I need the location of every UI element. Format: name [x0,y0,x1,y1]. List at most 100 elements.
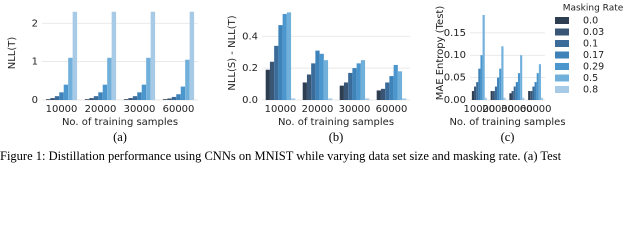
bar [538,64,541,100]
bar [339,85,344,100]
bar [123,99,129,100]
bar [380,88,386,100]
bar [323,60,329,100]
bar [476,82,479,100]
bar [471,91,475,100]
bar [265,69,270,100]
bar [302,82,307,100]
bar [291,98,296,100]
bar [389,76,394,100]
bar [328,98,333,100]
bar [111,11,117,100]
bar [393,64,398,100]
bar [509,93,512,100]
bar [511,91,514,100]
bar [474,86,477,100]
figure-caption: Figure 1: Distillation performance using… [0,149,562,163]
bar [54,96,60,100]
x-tick-label: 30000 [124,104,156,115]
bar [478,68,481,100]
bar [68,57,73,100]
x-tick-label: 60000 [376,104,408,115]
bar [167,98,172,100]
y-axis-label: NLL(S) - NLL(T) [227,15,238,90]
x-tick-label: 10000 [463,104,495,115]
bar [492,91,495,100]
legend-swatch [555,63,569,70]
y-tick-label: 0 [32,95,38,106]
bar [397,71,403,100]
bar [499,68,502,100]
bar [532,86,535,100]
bar [146,57,151,100]
bar [522,97,525,100]
legend-swatch [555,51,569,59]
bar [343,82,349,100]
bar [385,82,390,100]
bar [150,11,156,100]
bar [515,82,518,100]
legend-label: 0.17 [583,50,604,61]
bar [356,63,361,100]
bar [376,90,381,100]
bar [528,91,531,100]
legend-swatch [555,74,569,82]
x-tick-label: 60000 [163,104,195,115]
x-tick-label: 30000 [339,104,371,115]
legend-label: 0.1 [583,39,598,50]
bar [50,98,55,100]
bar [269,61,275,100]
x-axis-label: No. of training samples [62,117,178,128]
bar [536,73,539,100]
y-axis-label: NLL(T) [7,37,18,70]
x-tick-label: 30000 [501,104,533,115]
y-tick-label: 2 [32,18,38,29]
bar [501,46,504,100]
bar [107,57,112,100]
bar [274,45,279,100]
bar [189,11,195,100]
bar [306,74,312,100]
bar [98,92,103,100]
bar [185,59,190,100]
x-tick-label: 10000 [46,104,78,115]
bar [482,14,485,101]
bar [137,92,142,100]
bar [497,77,500,100]
legend-swatch [555,28,569,36]
figure: Figure 1: Distillation performance using… [0,4,624,163]
bar [286,12,292,101]
bar [540,97,544,100]
bar [520,55,523,100]
bar [484,97,487,100]
bar [315,50,320,100]
x-axis-label: No. of training samples [449,117,565,128]
x-axis-label: No. of training samples [278,117,394,128]
bar [494,86,498,100]
bar [93,96,99,100]
bar [162,99,168,100]
x-tick-label: 20000 [482,104,514,115]
bar [360,60,366,100]
bar [534,82,537,100]
y-tick-label: 0.0 [242,95,258,106]
legend-swatch [555,17,569,24]
y-tick-label: 0.15 [444,28,466,39]
bar [102,84,108,100]
bar [282,13,287,100]
bar [59,92,64,100]
bar [348,72,353,100]
bar [278,25,283,100]
bar [84,99,90,100]
y-tick-label: 0.00 [444,95,466,106]
y-tick-label: 0.4 [242,31,258,42]
bar [365,98,370,100]
legend-title: Masking Rate [563,4,624,14]
bar [513,86,516,100]
bar [45,99,51,100]
y-tick-label: 1 [32,57,38,68]
bar [72,11,78,100]
y-axis-label: MAE Entropy (Test) [435,6,446,101]
bar [311,63,316,100]
bar [480,55,483,100]
